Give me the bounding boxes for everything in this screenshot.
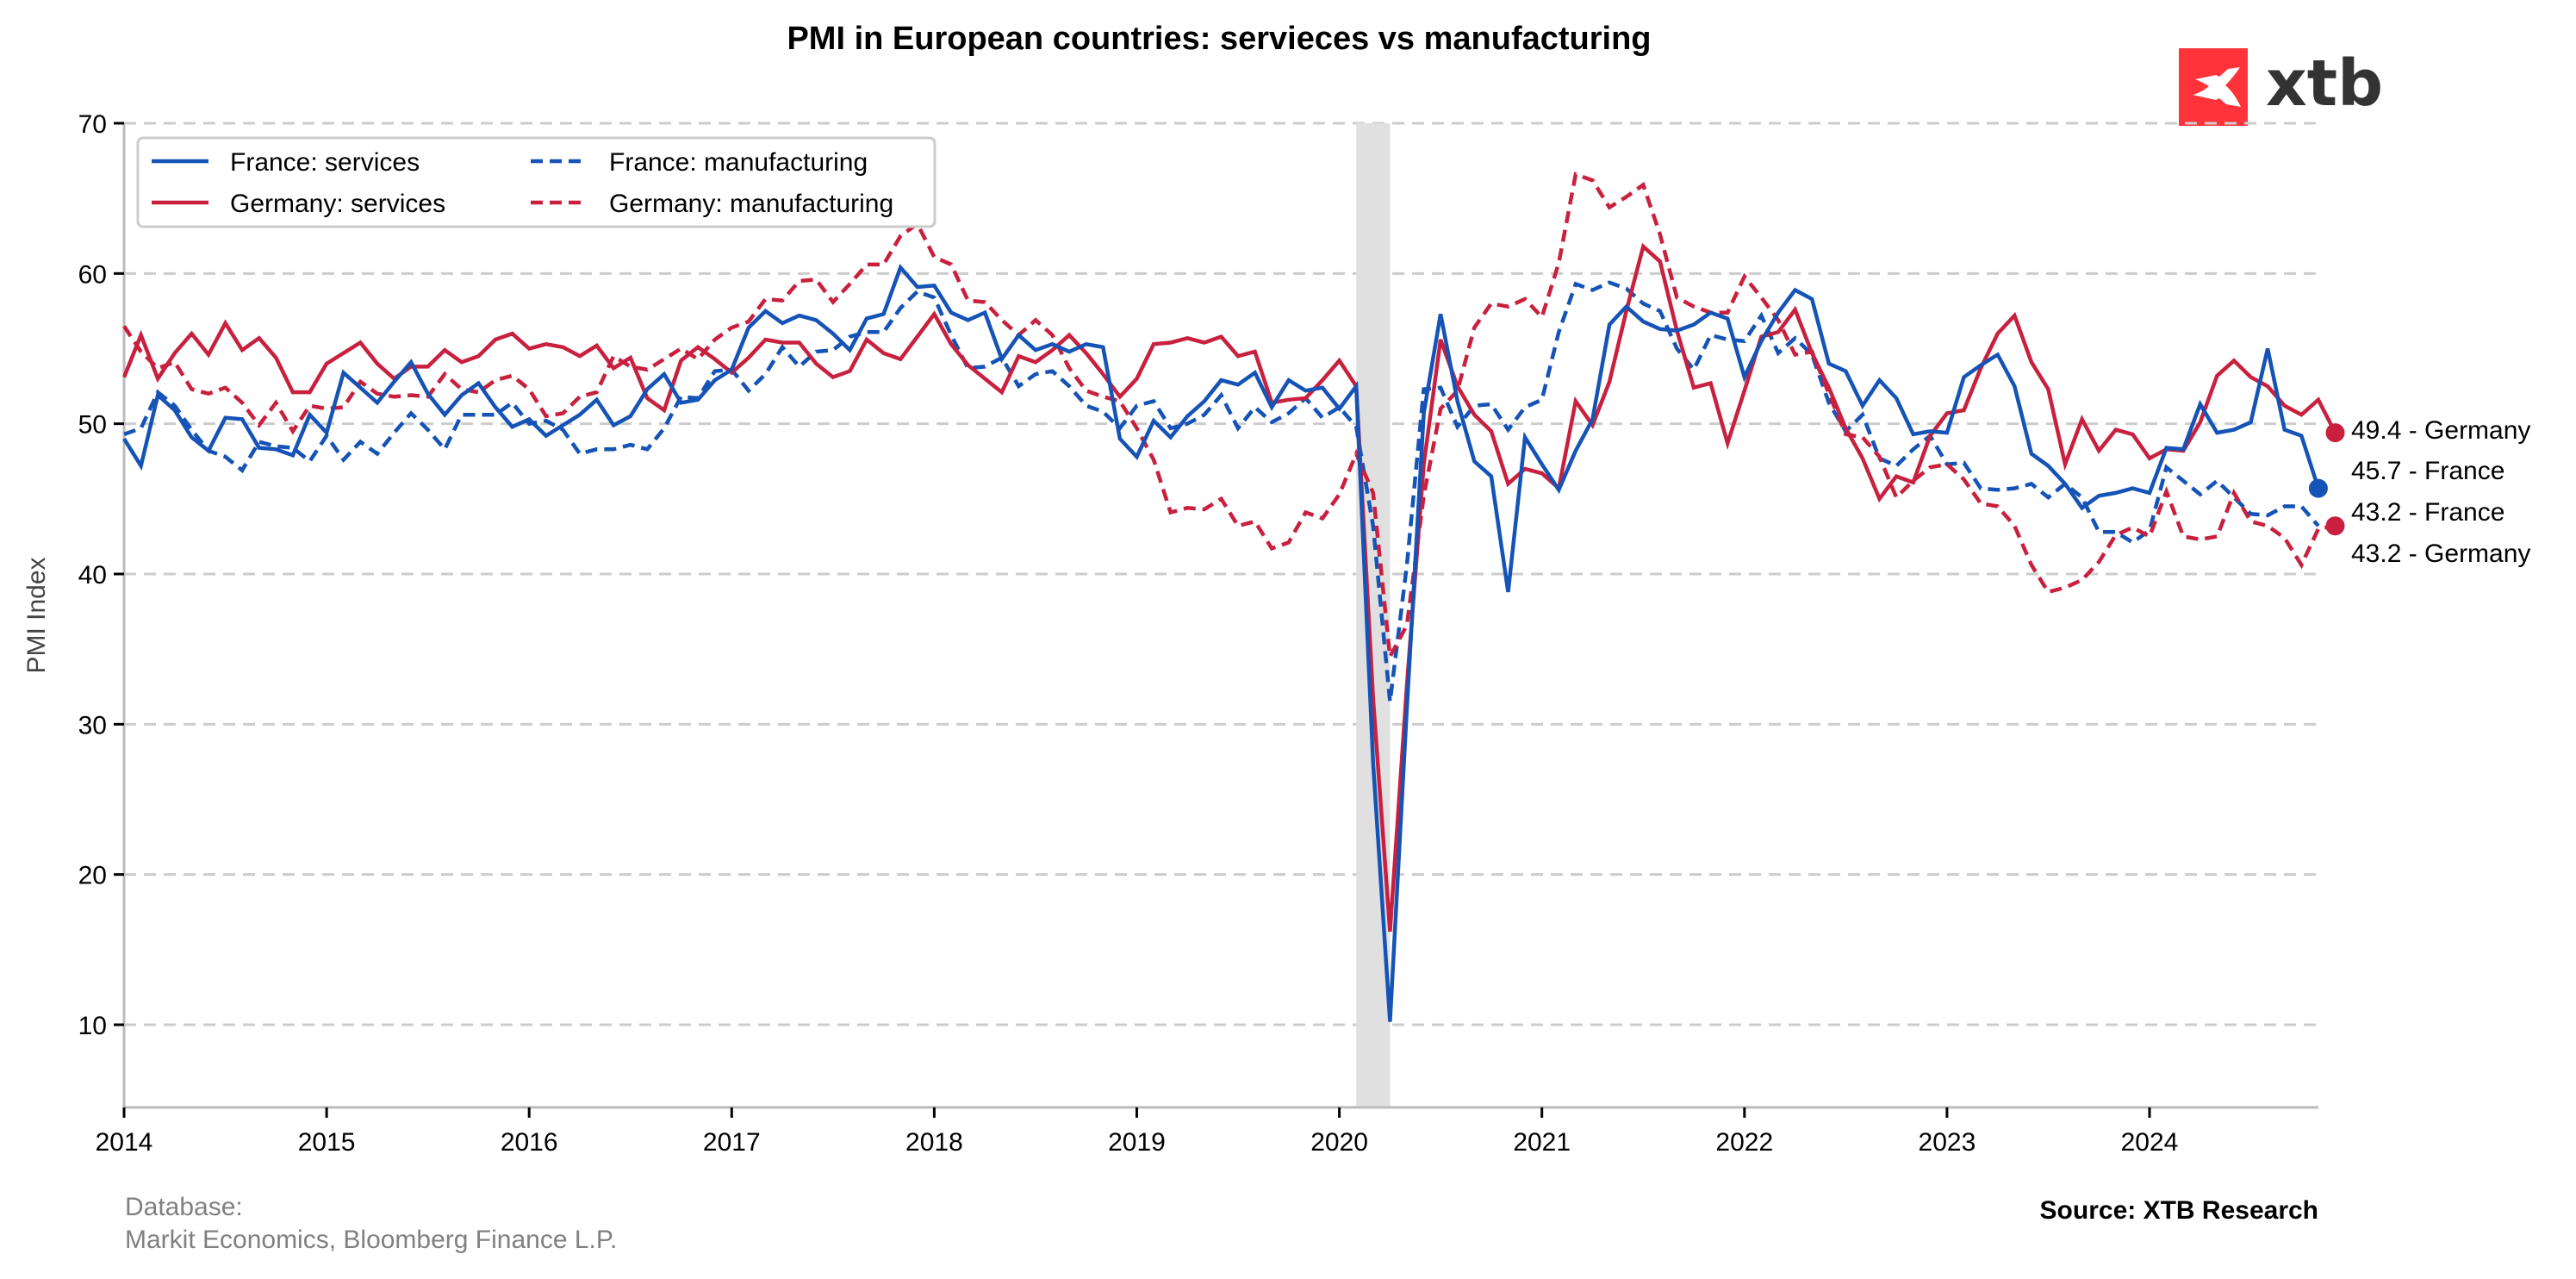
end-markers — [2308, 423, 2345, 536]
database-value: Markit Economics, Bloomberg Finance L.P. — [125, 1226, 617, 1254]
series-line-germany-services — [121, 242, 2337, 933]
series-line-germany-manufacturing — [122, 172, 2336, 664]
y-axis-label: PMI Index — [22, 557, 51, 673]
x-tick-label: 2015 — [298, 1128, 356, 1157]
legend-label: France: services — [230, 148, 420, 177]
grid-lines — [124, 122, 2318, 1026]
x-tick-label: 2024 — [2121, 1128, 2179, 1157]
annotation-label: 45.7 - France — [2351, 457, 2504, 485]
legend-label: Germany: services — [230, 190, 445, 218]
y-tick-label: 70 — [78, 110, 107, 139]
series-lines — [121, 172, 2337, 1022]
last-value-annotations: 49.4 - Germany 45.7 - France 43.2 - France… — [2351, 416, 2530, 568]
database-label: Database: — [125, 1193, 243, 1221]
series-line-france-services — [122, 264, 2321, 1022]
legend: France: services Germany: services France:… — [136, 136, 936, 228]
chart-title: PMI in European countries: servieces vs … — [787, 21, 1651, 57]
xtb-logo: xtb — [2179, 47, 2383, 126]
x-axis-ticks: 2014 2015 2016 2017 2018 2019 2020 2021 2022 2023… — [96, 1107, 2179, 1157]
y-tick-label: 40 — [78, 561, 107, 590]
x-tick-label: 2022 — [1715, 1128, 1773, 1157]
legend-label: Germany: manufacturing — [609, 190, 893, 218]
logo-x-icon — [2193, 67, 2241, 107]
end-marker-germany-manufacturing — [2325, 516, 2345, 536]
y-tick-label: 20 — [78, 862, 107, 890]
end-marker-germany-services — [2325, 423, 2345, 443]
y-tick-label: 30 — [78, 711, 107, 739]
end-marker-france-services — [2308, 478, 2328, 498]
source-label: Source: XTB Research — [2040, 1196, 2318, 1225]
y-tick-label: 60 — [78, 260, 107, 289]
axes — [122, 123, 2318, 1109]
annotation-label: 49.4 - Germany — [2351, 416, 2530, 445]
annotation-label: 43.2 - France — [2351, 498, 2504, 527]
y-tick-label: 10 — [78, 1012, 107, 1040]
y-tick-label: 50 — [78, 411, 107, 440]
x-tick-label: 2018 — [905, 1128, 963, 1157]
y-axis-ticks: 10 20 30 40 50 60 70 — [78, 110, 124, 1040]
x-tick-label: 2014 — [96, 1128, 153, 1157]
x-tick-label: 2021 — [1513, 1128, 1571, 1157]
x-tick-label: 2023 — [1919, 1128, 1976, 1157]
x-tick-label: 2017 — [703, 1128, 761, 1157]
annotation-label: 43.2 - Germany — [2351, 540, 2530, 568]
logo-text: xtb — [2266, 47, 2383, 121]
legend-label: France: manufacturing — [609, 148, 868, 177]
x-tick-label: 2016 — [501, 1128, 558, 1157]
series-line-france-manufacturing — [123, 280, 2320, 702]
legend-box — [136, 136, 936, 228]
x-tick-label: 2019 — [1108, 1128, 1166, 1157]
x-tick-label: 2020 — [1310, 1128, 1368, 1157]
